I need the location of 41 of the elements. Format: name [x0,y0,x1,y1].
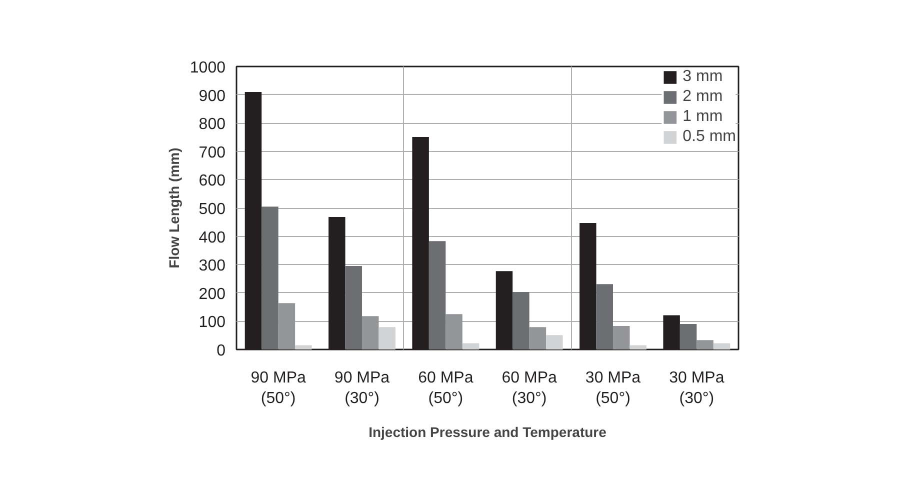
bar [262,206,278,350]
y-tick-label: 600 [198,172,226,190]
bar [345,266,362,350]
y-tick-label: 200 [198,286,226,303]
y-tick-label: 0 [216,342,226,360]
y-axis-title: Flow Length (mm) [166,148,182,268]
y-tick-label: 700 [198,144,226,162]
y-tick-label: 1000 [190,60,226,76]
x-tick-label: 60 MPa (30°) [502,370,558,407]
y-tick-label: 900 [198,88,226,105]
bar [278,303,296,350]
y-tick-label: 400 [198,229,226,246]
legend-label: 0.5 mm [682,128,736,146]
bar [446,314,462,350]
bar [696,340,714,350]
bar [362,316,379,350]
bar [613,326,630,350]
bar [295,345,312,350]
bar [546,335,563,350]
bar [713,343,730,350]
legend-label: 1 mm [682,108,723,126]
bar [378,327,396,350]
x-tick-label: 30 MPa (30°) [669,370,724,407]
bar [512,292,530,350]
bar [680,324,697,350]
y-tick-label: 100 [198,314,226,332]
y-tick-label: 500 [198,201,226,218]
x-axis-title: Injection Pressure and Temperature [368,424,607,440]
x-tick-label: 30 MPa (50°) [585,370,641,407]
bar [428,241,446,350]
legend-label: 2 mm [682,88,723,106]
x-tick-label: 60 MPa (50°) [418,370,474,407]
y-tick-label: 300 [198,258,226,275]
x-tick-label: 90 MPa (50°) [250,370,306,407]
y-tick-label: 800 [198,116,226,134]
legend-label: 3 mm [682,68,723,86]
x-tick-label: 90 MPa (30°) [334,370,390,407]
bar [462,343,480,350]
bar [630,345,646,350]
bar [529,327,546,350]
bar [596,284,613,350]
